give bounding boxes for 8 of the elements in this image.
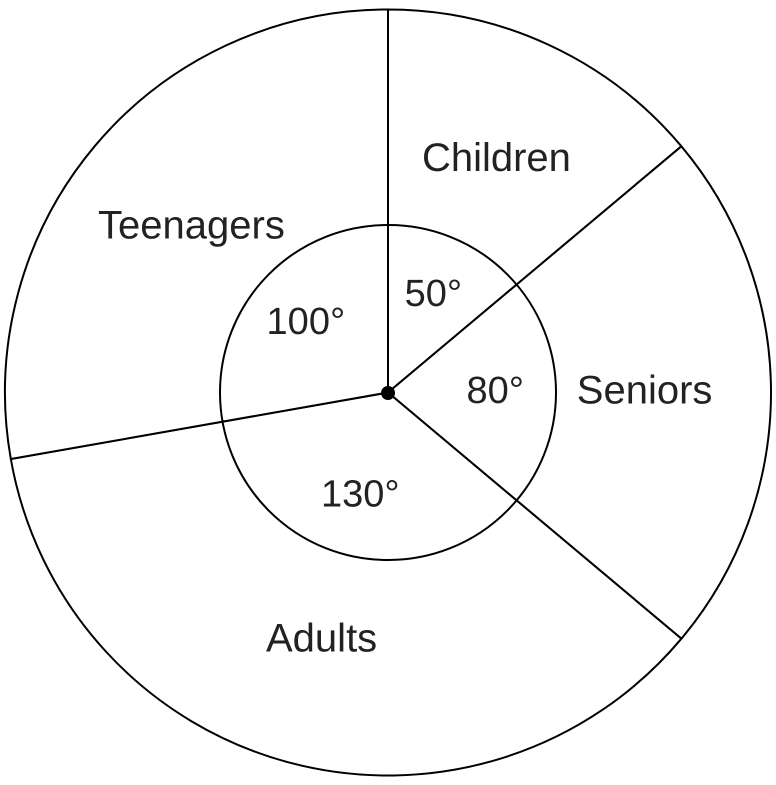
slice-label: Children (422, 136, 571, 180)
data-label: 80° (466, 370, 524, 412)
slice-label: Teenagers (98, 204, 285, 248)
data-label: 130° (320, 474, 400, 516)
slice-label: Seniors (576, 368, 712, 413)
slice-label: Adults (266, 616, 378, 660)
data-label: 50° (404, 272, 462, 315)
data-label: 100° (266, 301, 346, 344)
